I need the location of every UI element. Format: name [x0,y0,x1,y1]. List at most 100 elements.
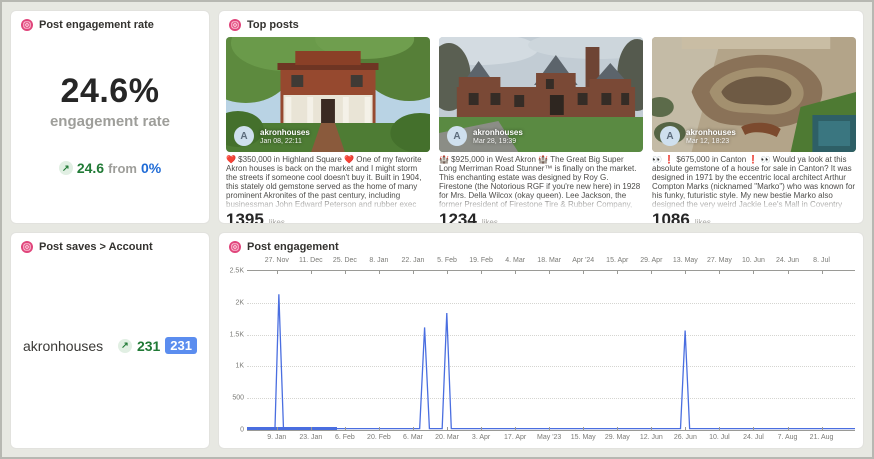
axis-tick [447,427,449,430]
top-posts-list: A akronhouses Jan 08, 22:11 ❤️ $350,000 … [219,35,863,224]
axis-tick [276,271,278,274]
axis-tick [310,427,312,430]
axis-tick [685,427,687,430]
axis-label: 8. Jul [813,257,830,264]
post-date: Mar 28, 19:39 [473,137,517,145]
y-axis-label: 2K [235,299,244,307]
post-photo-tudor-mansion: A akronhouses Mar 28, 19:39 [439,37,643,152]
axis-tick [447,271,449,274]
post-identity: A akronhouses Mar 28, 19:39 [447,126,523,146]
post-card[interactable]: A akronhouses Mar 12, 18:23 👀 ❗ $675,000… [652,37,856,224]
axis-label: 8. Jan [369,257,389,264]
post-card[interactable]: A akronhouses Mar 28, 19:39 🏰 $925,000 i… [439,37,643,224]
axis-label: 6. Feb [334,434,355,441]
post-likes: 1234 likes [439,210,643,224]
axis-label: 9. Jan [267,434,287,441]
axis-label: 19. Feb [469,257,493,264]
engagement-rate-label: engagement rate [49,113,171,130]
post-account: akronhouses [260,127,310,137]
y-axis-label: 1K [235,362,244,370]
axis-tick [583,271,585,274]
chart-top-axis-labels: 27. Nov 11. Dec 25. Dec 8. Jan 22. Jan 5. Feb… [247,257,855,270]
axis-label: 15. Apr [606,257,629,264]
post-account: akronhouses [473,127,523,137]
axis-label: 3. Apr [471,434,491,441]
axis-tick [412,271,414,274]
axis-label: May '23 [537,434,562,441]
axis-label: 23. Jan [299,434,323,441]
post-card[interactable]: A akronhouses Jan 08, 22:11 ❤️ $350,000 … [226,37,430,224]
axis-tick [276,427,278,430]
axis-tick [481,271,483,274]
likes-count: 1086 [652,210,690,224]
axis-tick [617,427,619,430]
axis-tick [310,271,312,274]
post-identity: A akronhouses Mar 12, 18:23 [660,126,736,146]
delta-value: 24.6 [76,160,105,176]
instagram-icon [21,19,33,31]
axis-tick [583,427,585,430]
post-caption: 👀 ❗ $675,000 in Canton ❗ 👀 Would ya look… [652,155,856,209]
gridline-1-5k [247,334,855,336]
panel-top-posts-header: Top posts [219,11,863,35]
axis-tick [821,271,823,274]
series-line [247,294,855,428]
axis-tick [378,271,380,274]
avatar: A [447,126,467,146]
delta-from-label: from [108,160,137,176]
axis-label: 12. Jun [639,434,663,441]
panel-title: Post engagement [247,241,339,253]
account-name: akronhouses [23,337,104,354]
axis-tick [344,427,346,430]
likes-label: likes [481,218,498,224]
post-account: akronhouses [686,127,736,137]
panel-top-posts: Top posts [218,10,864,224]
axis-tick [685,271,687,274]
engagement-line-chart [247,271,855,430]
axis-label: 29. May [604,434,630,441]
axis-tick [753,271,755,274]
axis-label: 24. Jul [743,434,764,441]
panel-engagement-rate: Post engagement rate 24.6% engagement ra… [10,10,210,224]
panel-title: Top posts [247,19,299,31]
axis-label: 10. Jul [709,434,730,441]
post-date: Jan 08, 22:11 [260,137,302,145]
axis-tick [549,271,551,274]
gridline-1k [247,366,855,368]
axis-tick [549,427,551,430]
post-caption: 🏰 $925,000 in West Akron 🏰 The Great Big… [439,155,643,209]
axis-label: 4. Mar [505,257,526,264]
axis-tick [412,427,414,430]
axis-label: 25. Dec [332,257,357,264]
likes-count: 1234 [439,210,477,224]
axis-tick [515,271,517,274]
axis-tick [651,271,653,274]
panel-title: Post saves > Account [39,241,153,253]
axis-label: 29. Apr [640,257,663,264]
chart-plot[interactable]: 2.5K 2K 1.5K 1K 500 0 [230,268,855,434]
axis-label: 7. Aug [777,434,798,441]
likes-count: 1395 [226,210,264,224]
axis-tick [344,271,346,274]
axis-tick [719,271,721,274]
post-date: Mar 12, 18:23 [686,137,730,145]
panel-title: Post engagement rate [39,19,154,31]
post-saves-row[interactable]: akronhouses ↗ 231 231 [11,257,209,448]
axis-label: 5. Feb [437,257,457,264]
axis-tick [787,271,789,274]
gridline-2k [247,302,855,304]
axis-tick [617,271,619,274]
axis-label: 20. Mar [435,434,459,441]
trend-up-icon: ↗ [117,338,132,353]
axis-label: 6. Mar [403,434,423,441]
post-photo-brick-house: A akronhouses Jan 08, 22:11 [226,37,430,152]
axis-label: 10. Jun [741,257,765,264]
panel-engagement-rate-header: Post engagement rate [11,11,209,35]
avatar: A [660,126,680,146]
engagement-chart: 27. Nov 11. Dec 25. Dec 8. Jan 22. Jan 5. Feb… [219,257,863,448]
panel-post-engagement-header: Post engagement [219,233,863,257]
axis-label: 27. Nov [264,257,289,264]
axis-tick [787,427,789,430]
axis-tick [651,427,653,430]
axis-label: 13. May [672,257,698,264]
